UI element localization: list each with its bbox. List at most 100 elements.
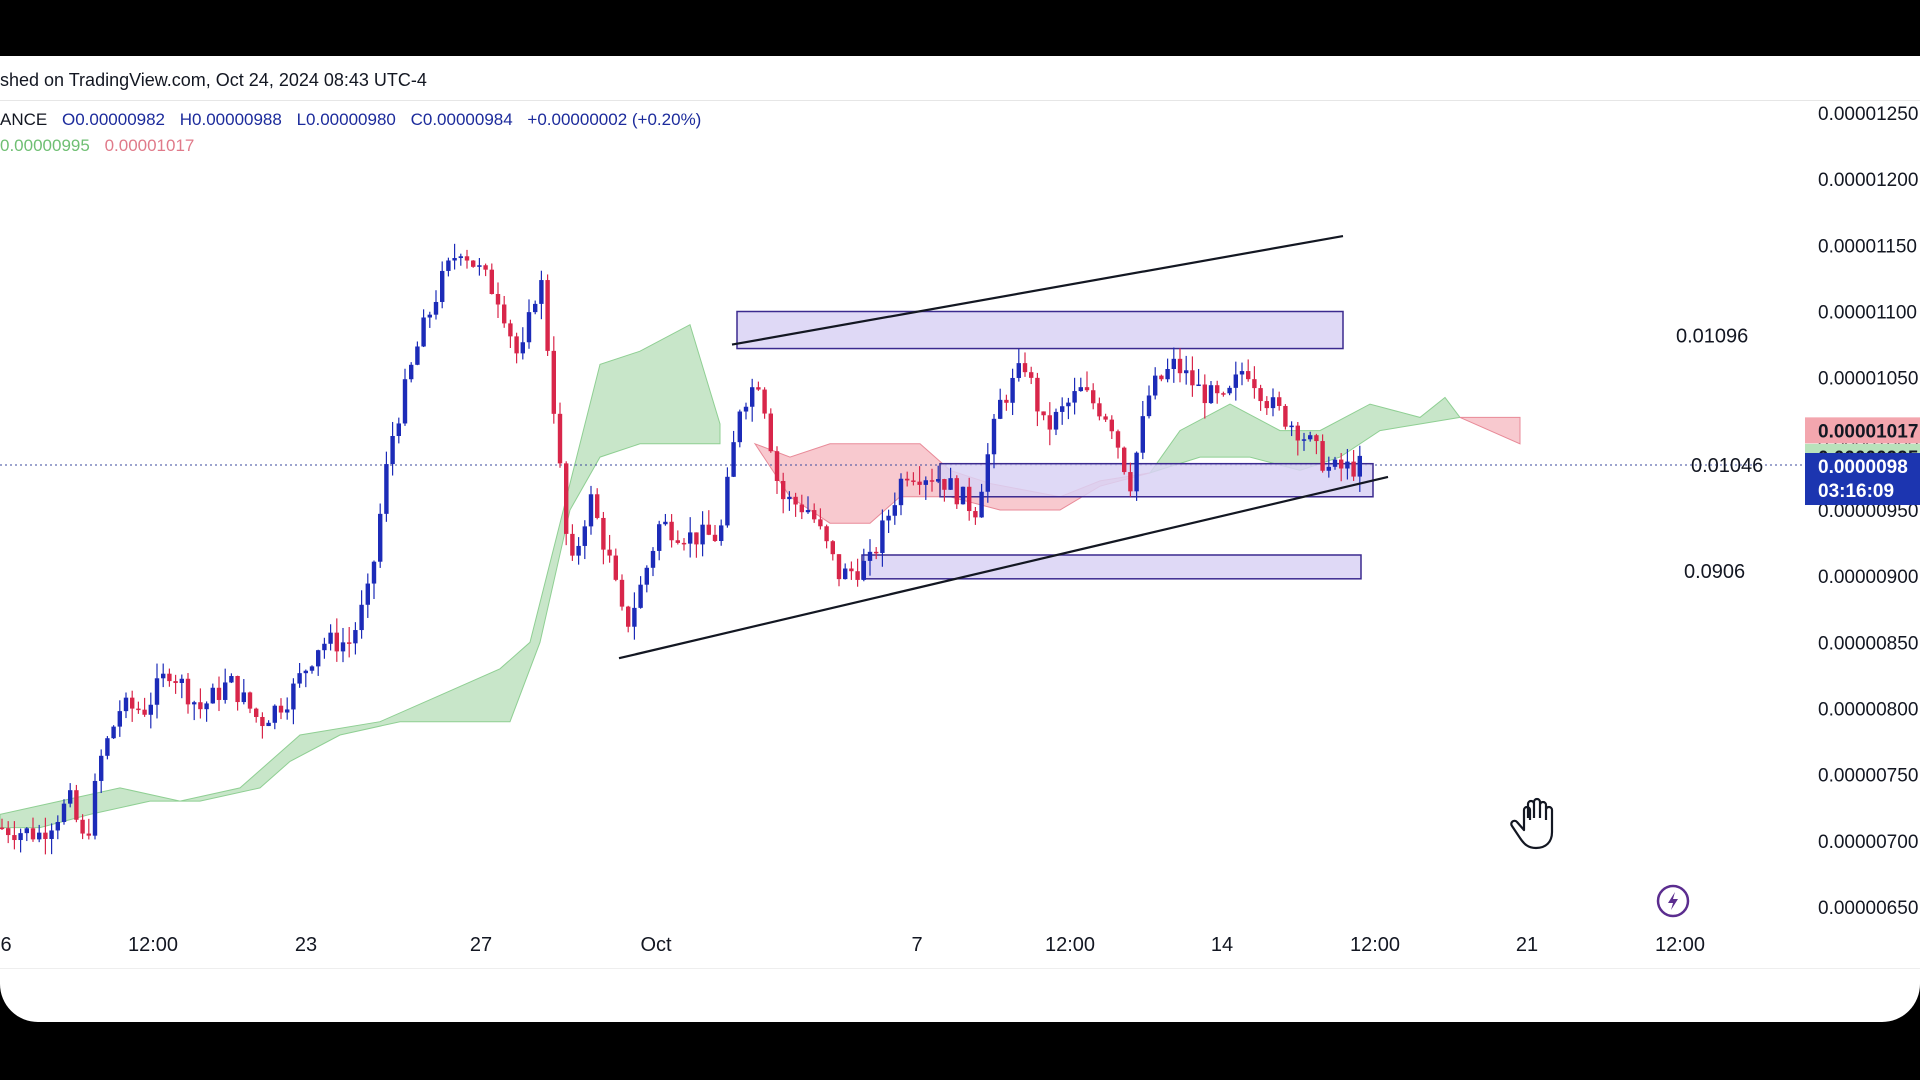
cloud-value-b: 0.00001017 — [104, 136, 195, 155]
candle — [80, 814, 85, 840]
candle — [663, 513, 668, 526]
candle — [551, 336, 556, 424]
zone-labels: 0.01096 0.01046 0.0906 — [1676, 325, 1763, 583]
zone-box-2[interactable] — [861, 554, 1362, 580]
candle — [898, 473, 904, 516]
candle — [1308, 431, 1313, 442]
candle — [526, 299, 532, 349]
cloud-value-a: 0.00000995 — [0, 136, 90, 155]
candle — [818, 508, 823, 530]
candle — [111, 725, 116, 739]
candle — [657, 520, 662, 561]
svg-text:0.0000098: 0.0000098 — [1818, 457, 1908, 478]
candle — [86, 818, 91, 840]
svg-text:03:16:09: 03:16:09 — [1818, 481, 1894, 502]
candle — [1035, 372, 1040, 427]
candle — [1078, 377, 1083, 392]
price-tick-label: 0.00000650 — [1818, 898, 1918, 919]
time-tick-label: 12:00 — [1655, 934, 1705, 956]
zone-box-0[interactable] — [736, 310, 1344, 350]
price-axis[interactable]: 0.00001250 0.00001200 0.00001150 0.00001100… — [1818, 104, 1918, 919]
candle — [477, 258, 482, 276]
candle — [929, 468, 935, 492]
candle — [1084, 371, 1090, 393]
candle — [390, 421, 395, 476]
candle — [880, 509, 885, 567]
time-tick-label: Oct — [640, 934, 672, 956]
price-tick-label: 0.00001100 — [1818, 303, 1917, 324]
candle — [1184, 355, 1189, 385]
candle — [719, 519, 724, 546]
candle — [1239, 362, 1245, 386]
lightning-icon[interactable] — [1656, 884, 1690, 918]
time-tick-label: 12:00 — [1350, 934, 1400, 956]
candle — [1146, 385, 1152, 419]
candle — [601, 511, 606, 565]
candle — [520, 327, 525, 360]
candle — [1053, 408, 1059, 436]
candle — [762, 387, 767, 419]
candle — [737, 409, 742, 448]
candle — [793, 492, 798, 517]
candle — [353, 622, 358, 655]
low-value: L0.00000980 — [296, 110, 396, 129]
time-tick-label: 21 — [1516, 934, 1538, 956]
candle — [440, 261, 445, 309]
candle — [1351, 449, 1356, 481]
zone-price-label: 0.01046 — [1691, 455, 1763, 477]
candle — [328, 624, 333, 651]
candle — [1252, 366, 1257, 399]
candle — [471, 260, 476, 268]
current-price-badge: 0.0000098 03:16:09 — [1805, 453, 1920, 506]
candle — [781, 472, 786, 514]
cloud-segment-3 — [1459, 416, 1521, 445]
candle — [235, 675, 240, 711]
zone-box-1[interactable] — [939, 462, 1374, 498]
candle — [991, 414, 997, 469]
close-value: C0.00000984 — [410, 110, 513, 129]
candle — [266, 720, 271, 727]
trendlines[interactable] — [618, 234, 1389, 660]
candle — [923, 476, 928, 500]
time-tick-label: 27 — [470, 934, 492, 956]
candle — [340, 627, 346, 663]
candle — [37, 824, 42, 843]
candle — [712, 525, 718, 542]
trendline-0[interactable] — [731, 234, 1344, 346]
trendline-1[interactable] — [618, 475, 1389, 660]
price-tick-label: 0.00001150 — [1818, 236, 1917, 257]
candle — [204, 701, 209, 722]
candle — [1277, 391, 1282, 411]
candle — [836, 554, 842, 587]
candle — [167, 668, 172, 687]
candle — [1041, 411, 1046, 421]
candle — [198, 688, 203, 719]
candle — [489, 263, 494, 295]
candle — [446, 257, 451, 277]
candle — [892, 492, 897, 525]
candle — [68, 783, 73, 808]
candle — [576, 537, 581, 565]
candlesticks — [0, 243, 1362, 855]
candle — [905, 471, 910, 487]
candle — [824, 524, 829, 549]
candle — [650, 547, 656, 577]
candle — [136, 701, 141, 714]
candle — [564, 461, 569, 546]
candle — [514, 332, 519, 364]
price-tick-label: 0.00000700 — [1818, 832, 1918, 853]
candle — [1283, 404, 1288, 430]
candle — [1122, 446, 1127, 475]
ohlc-legend: ANCE O0.00000982 H0.00000988 L0.00000980… — [0, 110, 711, 130]
time-tick-label: 12:00 — [1045, 934, 1095, 956]
candle — [483, 263, 488, 277]
candle — [378, 503, 383, 568]
candle — [998, 388, 1003, 420]
price-tick-label: 0.00000900 — [1818, 567, 1918, 588]
time-axis[interactable]: 6 12:00 23 27 Oct 7 12:00 14 12:00 21 12:00 — [0, 934, 1705, 956]
candle — [1221, 391, 1226, 397]
candle — [117, 700, 122, 737]
cloud-segment-2 — [1148, 396, 1461, 474]
